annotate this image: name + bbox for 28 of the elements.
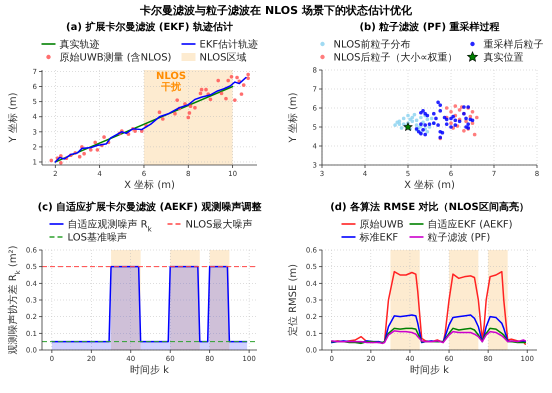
y-axis-title: Y 坐标 (m) (287, 92, 299, 144)
chart-title: (d) 各算法 RMSE 对比（NLOS区间高亮） (330, 201, 529, 213)
legend-label: 原始UWB (360, 220, 404, 230)
legend-label: NLOS后粒子（大小∝权重） (334, 52, 458, 64)
text: 卡尔曼滤波与粒子滤波在 NLOS 场景下的状态估计优化 (139, 4, 413, 17)
legend-label: 粒子滤波 (PF) (428, 232, 490, 244)
x-axis-title: X 坐标 (m) (404, 179, 455, 191)
legend-label: NLOS前粒子分布 (334, 38, 410, 50)
y-axis-title: 定位 RMSE (m) (287, 264, 299, 336)
legend-label: NLOS区域 (200, 52, 246, 64)
chart-title: (c) 自适应扩展卡尔曼滤波 (AEKF) 观测噪声调整 (38, 201, 262, 213)
legend-label: NLOS最大噪声 (186, 218, 252, 230)
legend-label: 标准EKF (358, 232, 398, 244)
legend-label: 自适应观测噪声 R$_{k}$ (68, 218, 153, 234)
legend-label: 真实位置 (484, 52, 524, 64)
x-axis-title: 时间步 k (410, 364, 450, 376)
y-axis-title: Y 坐标 (m) (7, 92, 19, 144)
legend-label: 真实轨迹 (60, 38, 100, 50)
annotation: NLOS 干扰 (156, 71, 186, 93)
legend-label: 自适应EKF (AEKF) (428, 218, 513, 230)
legend-label: 重采样后粒子 (484, 38, 544, 50)
legend-label: LOS基准噪声 (68, 232, 127, 244)
x-axis-title: X 坐标 (m) (124, 179, 175, 191)
x-axis-title: 时间步 k (130, 364, 170, 376)
chart-title: (a) 扩展卡尔曼滤波 (EKF) 轨迹估计 (66, 21, 233, 33)
chart-title: (b) 粒子滤波 (PF) 重采样过程 (359, 21, 500, 33)
legend-label: EKF估计轨迹 (200, 38, 258, 50)
legend-label: 原始UWB测量 (含NLOS) (60, 52, 172, 64)
